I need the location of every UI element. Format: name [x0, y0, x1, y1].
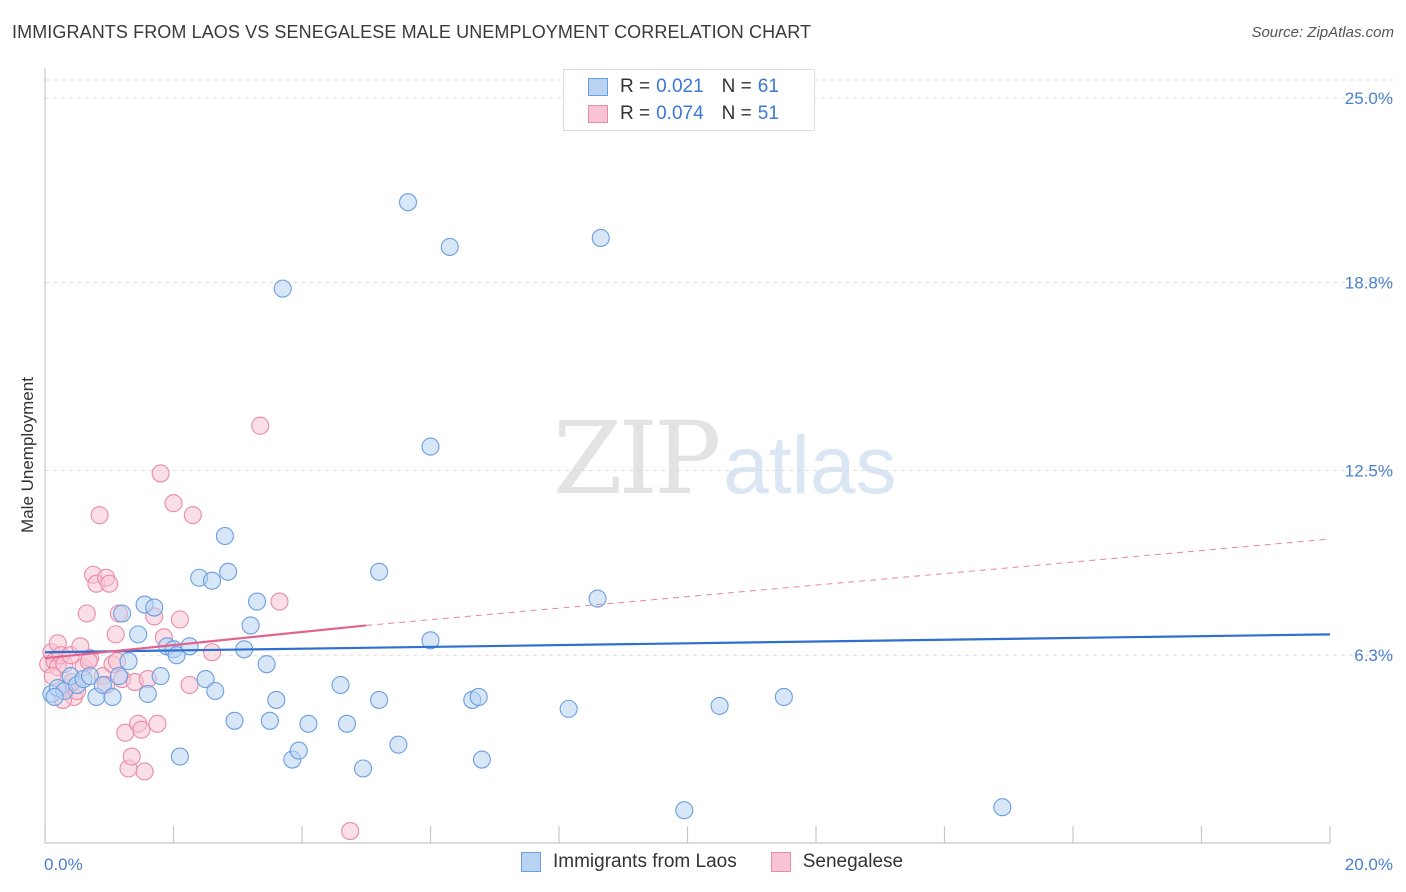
senegalese-point	[100, 574, 119, 593]
watermark-atlas: atlas	[723, 420, 897, 511]
legend-r-value: 0.021	[656, 76, 704, 97]
y-tick-label: 6.3%	[1354, 646, 1393, 665]
laos-point	[299, 714, 318, 733]
laos-point	[80, 667, 100, 686]
watermark-zip: ZIP	[553, 400, 721, 517]
senegalese-point	[180, 675, 199, 695]
laos-point	[138, 684, 157, 704]
legend-n-value: 61	[757, 76, 779, 97]
series-legend: Immigrants from Laos Senegalese	[521, 851, 937, 873]
senegalese-point	[132, 720, 151, 739]
legend-row-senegalese: R = 0.074 N = 51	[588, 101, 779, 127]
senegalese-point	[183, 506, 202, 525]
laos-point	[180, 637, 199, 656]
laos-point	[206, 681, 225, 701]
laos-point	[993, 798, 1012, 817]
laos-point	[113, 604, 132, 623]
senegalese-trend-line	[44, 624, 367, 660]
senegalese-point	[170, 610, 189, 629]
legend-r-value: 0.074	[656, 103, 704, 124]
laos-point	[774, 687, 793, 707]
laos-point	[267, 690, 286, 709]
laos-point	[119, 652, 138, 671]
laos-point	[559, 699, 578, 718]
laos-point	[260, 711, 279, 730]
senegalese-trend-extension	[366, 538, 1331, 626]
laos-point	[353, 759, 373, 778]
senegalese-point	[90, 506, 109, 525]
laos-point	[257, 655, 276, 674]
y-tick-label: 25.0%	[1345, 89, 1393, 108]
series-legend-laos[interactable]: Immigrants from Laos	[521, 851, 737, 873]
senegalese-point	[341, 822, 360, 841]
laos-point	[710, 696, 729, 715]
laos-point	[273, 279, 292, 298]
series-label-laos: Immigrants from Laos	[553, 851, 737, 872]
legend-row-laos: R = 0.021 N = 61	[588, 74, 779, 100]
legend-r-label: R =	[620, 76, 651, 97]
laos-point	[469, 687, 488, 707]
laos-point	[109, 667, 128, 686]
senegalese-point	[77, 604, 96, 623]
series-label-senegalese: Senegalese	[802, 851, 904, 872]
legend-n-label: N =	[721, 103, 752, 124]
laos-point	[421, 631, 440, 650]
chart-title: IMMIGRANTS FROM LAOS VS SENEGALESE MALE …	[12, 22, 812, 42]
senegalese-point	[122, 747, 141, 766]
laos-point	[170, 747, 189, 766]
watermark: ZIPatlas	[553, 400, 897, 517]
legend-r-label: R =	[620, 103, 651, 124]
senegalese-point	[251, 416, 270, 435]
y-tick-label: 18.8%	[1345, 274, 1393, 293]
senegalese-point	[164, 494, 183, 513]
laos-point	[389, 735, 408, 754]
senegalese-point	[270, 592, 289, 611]
laos-point	[440, 237, 459, 256]
laos-trend-line	[44, 633, 1331, 654]
laos-point	[370, 690, 389, 709]
laos-point	[421, 437, 440, 456]
laos-point	[241, 616, 260, 635]
laos-point	[215, 526, 234, 546]
laos-point	[196, 670, 215, 689]
laos-point	[591, 228, 610, 248]
laos-point	[93, 675, 112, 695]
senegalese-point	[203, 643, 222, 662]
senegalese-point	[148, 714, 167, 733]
legend-swatch-laos	[588, 78, 608, 96]
laos-point	[247, 592, 267, 611]
series-swatch-laos	[521, 852, 541, 872]
series-legend-senegalese[interactable]: Senegalese	[770, 851, 904, 873]
laos-point	[129, 625, 148, 644]
series-swatch-senegalese	[770, 852, 791, 872]
laos-point	[398, 193, 418, 212]
senegalese-point	[151, 464, 170, 483]
laos-point	[203, 571, 222, 590]
laos-point	[219, 562, 238, 581]
laos-point	[151, 667, 170, 686]
stats-legend: R = 0.021 N = 61 R = 0.074 N = 51	[563, 69, 815, 131]
laos-point	[289, 741, 308, 760]
legend-swatch-senegalese	[588, 105, 608, 123]
laos-point	[331, 675, 350, 695]
y-tick-label: 12.5%	[1345, 461, 1393, 480]
laos-point	[225, 711, 244, 730]
laos-point	[588, 589, 607, 608]
legend-n-value: 51	[757, 103, 779, 124]
legend-n-label: N =	[721, 76, 752, 97]
laos-point	[337, 714, 357, 733]
x-tick-label: 0.0%	[44, 855, 83, 874]
laos-point	[472, 750, 491, 769]
x-tick-label: 20.0%	[1345, 855, 1393, 874]
senegalese-point	[106, 625, 125, 644]
senegalese-point	[135, 762, 154, 781]
laos-point	[145, 598, 164, 617]
laos-point	[370, 562, 389, 581]
laos-point	[103, 687, 122, 707]
laos-point	[45, 687, 64, 707]
laos-point	[675, 801, 694, 820]
source-label: Source: ZipAtlas.com	[1251, 24, 1394, 41]
